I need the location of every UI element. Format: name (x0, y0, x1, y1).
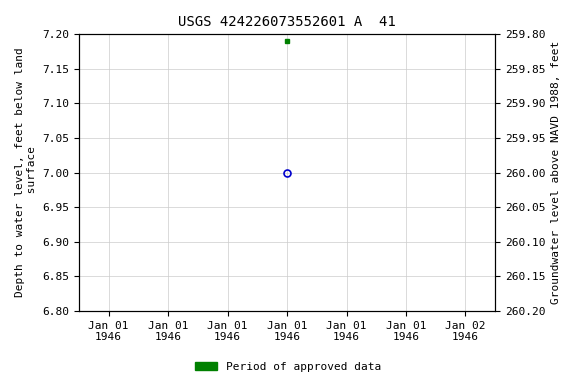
Y-axis label: Groundwater level above NAVD 1988, feet: Groundwater level above NAVD 1988, feet (551, 41, 561, 304)
Y-axis label: Depth to water level, feet below land
 surface: Depth to water level, feet below land su… (15, 48, 37, 298)
Title: USGS 424226073552601 A  41: USGS 424226073552601 A 41 (178, 15, 396, 29)
Legend: Period of approved data: Period of approved data (191, 358, 385, 377)
